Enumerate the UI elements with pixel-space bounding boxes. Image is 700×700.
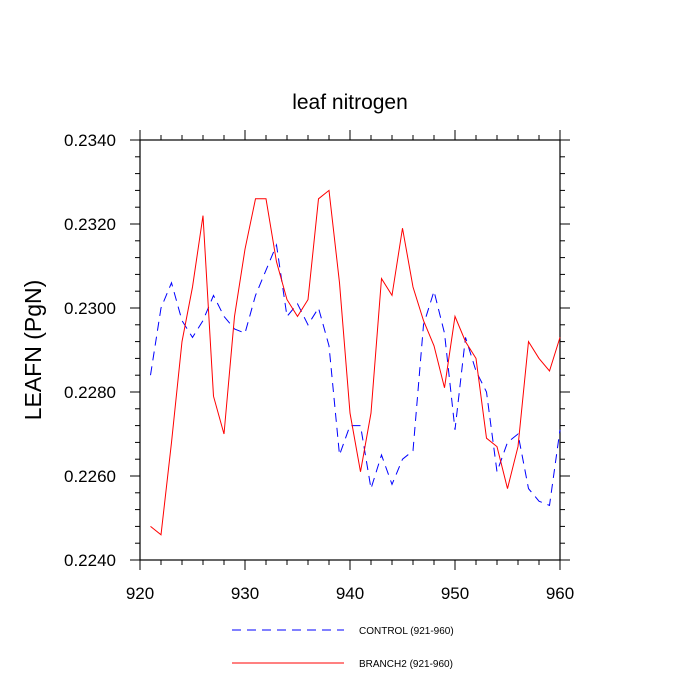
y-tick-label: 0.2340	[64, 131, 116, 150]
y-axis-label: LEAFN (PgN)	[20, 280, 46, 421]
y-tick-label: 0.2260	[64, 467, 116, 486]
x-tick-label: 920	[126, 584, 154, 603]
y-tick-label: 0.2280	[64, 383, 116, 402]
series-line-control	[150, 243, 561, 507]
x-tick-label: 960	[546, 584, 574, 603]
chart-title: leaf nitrogen	[292, 91, 408, 114]
series-line-branch2	[150, 189, 561, 536]
legend-label-control: CONTROL (921-960)	[359, 626, 454, 637]
plot-area: 920 930 940 950 960 0.2240 0.2260 0.2280 0.2300 0…	[64, 130, 574, 603]
legend-label-branch2: BRANCH2 (921-960)	[359, 659, 453, 670]
plot-frame	[139, 139, 561, 561]
x-tick-label: 930	[231, 584, 259, 603]
y-tick-label: 0.2320	[64, 215, 116, 234]
x-tick-label: 940	[336, 584, 364, 603]
x-tick-label: 950	[441, 584, 469, 603]
y-tick-label: 0.2240	[64, 551, 116, 570]
y-tick-label: 0.2300	[64, 299, 116, 318]
legend: CONTROL (921-960) BRANCH2 (921-960)	[232, 626, 454, 670]
